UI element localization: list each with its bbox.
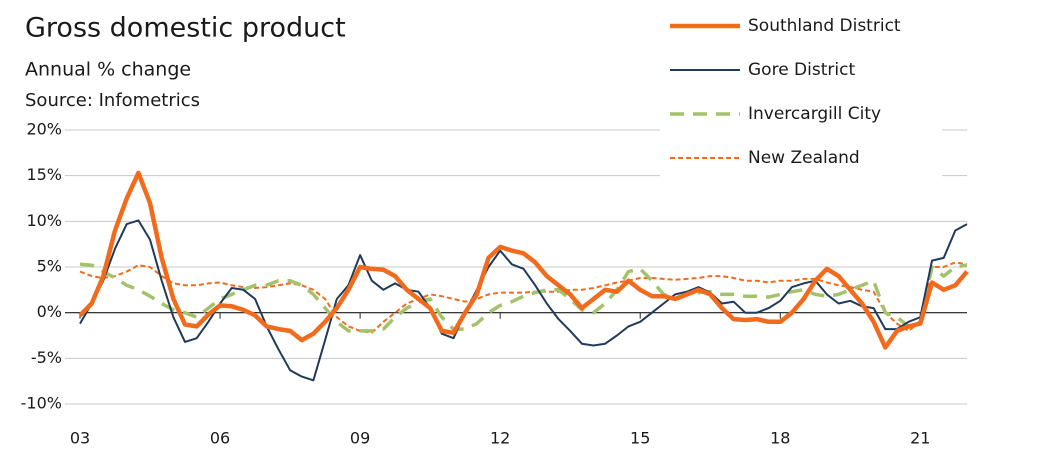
y-tick-label: 5%: [37, 257, 62, 276]
x-tick-label: 15: [630, 429, 650, 448]
chart-subtitle: Annual % change: [25, 59, 191, 81]
series-line: [79, 262, 968, 333]
y-tick-label: -5%: [31, 348, 62, 367]
legend-label: New Zealand: [748, 148, 860, 168]
series-line: [79, 219, 968, 382]
legend-background: [660, 0, 942, 182]
series-line: [78, 170, 969, 350]
x-tick-label: 12: [490, 429, 510, 448]
x-tick-label: 21: [910, 429, 930, 448]
legend-label: Invercargill City: [748, 104, 881, 124]
x-tick-label: 06: [210, 429, 230, 448]
grid: -10% -5% 0% 5% 10% 15% 20% 03 06 09 12 15 18 21: [21, 120, 967, 448]
y-tick-label: 20%: [26, 120, 62, 139]
x-tick-label: 03: [70, 429, 90, 448]
y-tick-label: 10%: [26, 211, 62, 230]
y-tick-label: 0%: [37, 302, 62, 321]
plot-area: [78, 170, 969, 382]
legend-label: Southland District: [748, 16, 901, 36]
y-tick-label: 15%: [26, 165, 62, 184]
series-line: [79, 261, 968, 334]
x-tick-label: 09: [350, 429, 370, 448]
y-tick-label: -10%: [21, 394, 62, 413]
legend-label: Gore District: [748, 60, 855, 80]
chart-source: Source: Infometrics: [25, 90, 200, 111]
legend: Southland District Gore District Invercarg…: [660, 0, 942, 182]
x-tick-label: 18: [770, 429, 790, 448]
chart-title: Gross domestic product: [25, 13, 346, 44]
